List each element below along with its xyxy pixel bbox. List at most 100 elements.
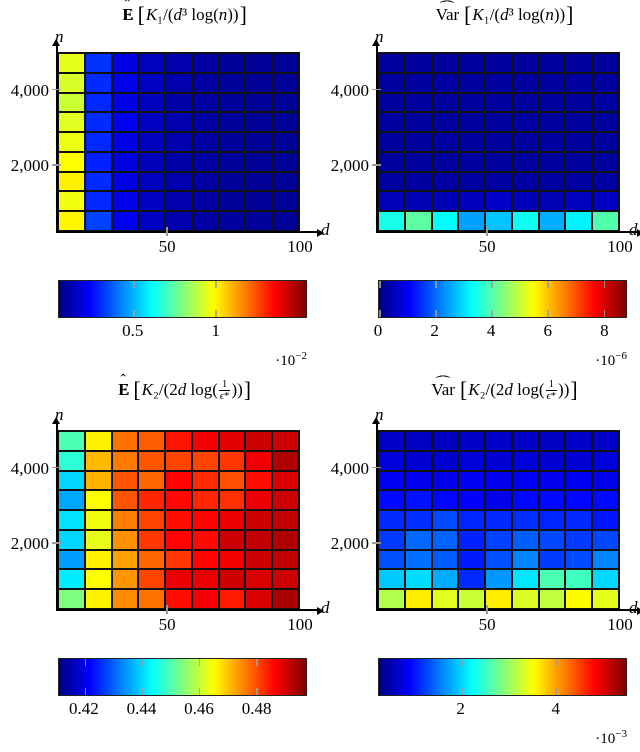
heatmap-cell: [539, 73, 565, 92]
heatmap-cell: [59, 550, 84, 569]
hat-accent: ˆ: [120, 371, 126, 389]
heatmap-cell: [379, 550, 404, 569]
x-tick-label: 100: [607, 615, 633, 634]
colorbar-tick-label: 6: [543, 321, 553, 340]
heatmap-cell: [246, 570, 272, 589]
heatmap-cell: [593, 212, 618, 230]
heatmap-cell: [566, 432, 592, 450]
multiplier-coefficient: ·10: [595, 731, 616, 747]
heatmap-cell: [59, 432, 84, 450]
heatmap-cell: [539, 570, 565, 589]
heatmap-cell: [166, 590, 191, 608]
heatmap-cell: [512, 550, 538, 569]
heatmap-cell: [246, 152, 272, 171]
heatmap-cell: [219, 113, 245, 132]
colorbar-tick-mark: [555, 659, 557, 666]
title-text: K: [145, 4, 158, 24]
heatmap-cell: [486, 172, 511, 191]
heatmap-cell: [512, 54, 538, 72]
heatmap-cell: [273, 54, 298, 72]
heatmap-cell: [512, 212, 538, 230]
colorbar-tick-label: 0.44: [126, 699, 157, 718]
heatmap-cell: [512, 491, 538, 510]
heatmap-cell: [59, 113, 84, 132]
heatmap-cell: [85, 192, 111, 211]
colorbar-tick-mark: [555, 688, 557, 695]
heatmap-plot: 4,000 2,000 50 100: [11, 417, 324, 633]
heatmap-cell: [59, 212, 84, 230]
colorbar-tick-mark: [491, 281, 493, 288]
heatmap-cell: [593, 451, 618, 470]
title-text: /(: [489, 4, 501, 24]
heatmap-cell: [112, 212, 138, 230]
heatmap-cell: [379, 172, 404, 191]
heatmap-cell: [486, 590, 511, 608]
colorbar-gradient: [378, 280, 627, 318]
y-tick-mark: [52, 88, 61, 91]
title-text: 1: [222, 379, 228, 391]
x-axis-line: [56, 609, 317, 611]
heatmap-cell: [59, 570, 84, 589]
y-tick-mark: [372, 164, 381, 166]
x-tick-label: 100: [287, 237, 313, 256]
y-tick-label: 2,000: [10, 534, 49, 554]
heatmap-cell: [112, 172, 138, 191]
heatmap-cell: [192, 172, 218, 191]
colorbar-tick-mark: [215, 281, 217, 288]
colorbar-tick-mark: [84, 688, 87, 695]
heatmap-cell: [273, 550, 298, 569]
fraction: 1 ϵ*: [545, 379, 558, 403]
heatmap-cell: [593, 491, 618, 510]
heatmap-cell: [85, 550, 111, 569]
heatmap-cell: [166, 54, 191, 72]
title-text: *: [550, 391, 557, 403]
heatmap-cell: [512, 93, 538, 112]
colorbar-tick-label: 0: [373, 321, 383, 340]
heatmap-cell: [59, 73, 84, 92]
panel-title: ˆ E [K₂/(2d log(1 ϵ*))]: [25, 372, 345, 403]
heatmap-cell: [379, 570, 404, 589]
right-bracket: ]: [570, 378, 578, 402]
title-text: ₁: [157, 4, 164, 24]
colorbar-tick-label: 8: [600, 321, 609, 340]
heatmap-cell: [593, 192, 618, 211]
x-axis-label: d: [321, 598, 330, 617]
heatmap-cell: [192, 73, 218, 92]
heatmap-cell: [459, 212, 485, 230]
heatmap-cell: [432, 212, 458, 230]
title-head: ˆ Var: [436, 0, 460, 25]
heatmap-cell: [219, 511, 245, 529]
heatmap-cell: [85, 152, 111, 171]
heatmap-cell: [192, 192, 218, 211]
heatmap-cell: [405, 192, 431, 211]
heatmap-cell: [405, 113, 431, 132]
heatmap-cell: [512, 432, 538, 450]
heatmap-cell: [432, 511, 458, 529]
heatmap-cell: [139, 530, 165, 549]
x-axis-line: [56, 231, 317, 233]
colorbar-tick-mark: [215, 310, 217, 317]
heatmap-cell: [273, 192, 298, 211]
heatmap-cell: [379, 212, 404, 230]
title-text: d: [504, 379, 513, 399]
multiplier-exponent: −2: [295, 350, 307, 362]
heatmap-cell: [59, 93, 84, 112]
heatmap-cell: [219, 451, 245, 470]
heatmap-cell: [432, 471, 458, 490]
heatmap-cell: [512, 570, 538, 589]
heatmap-cell: [405, 432, 431, 450]
heatmap-cell: [246, 491, 272, 510]
colorbar-tick-mark: [379, 281, 381, 288]
heatmap-cell: [219, 432, 245, 450]
heatmap-cell: [566, 451, 592, 470]
heatmap-cell: [112, 152, 138, 171]
colorbar-tick-labels: 0 2 4 6 8: [374, 318, 627, 342]
heatmap-cell: [486, 54, 511, 72]
title-text: log(: [186, 379, 218, 399]
colorbar-tick-label: 4: [551, 699, 560, 718]
heatmap-cell: [432, 113, 458, 132]
heatmap-cell: [539, 133, 565, 151]
heatmap-cell: [192, 530, 218, 549]
title-text: K: [472, 4, 484, 24]
